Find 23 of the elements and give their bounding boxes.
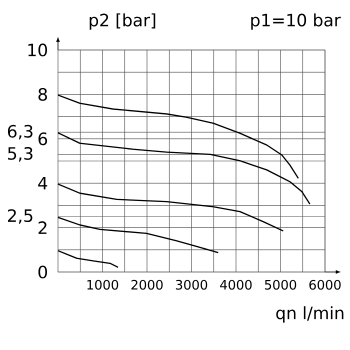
x-tick-label: 3000 (176, 280, 208, 290)
y-tick-label: 10 (28, 44, 48, 56)
line-series (57, 250, 119, 268)
line-series (57, 132, 311, 205)
line-series (57, 94, 299, 179)
y-tick-label: 4 (38, 177, 48, 190)
x-tick-label: 5000 (264, 280, 296, 290)
x-axis-title: qn l/min (276, 306, 344, 323)
x-tick-label: 1000 (87, 280, 118, 290)
y-tick-label: 0 (38, 266, 48, 278)
y-tick-label: 6 (38, 132, 48, 146)
y-tick-label: 2 (38, 221, 46, 234)
chart-title: p1=10 bar (251, 13, 341, 30)
x-tick-label: 4000 (220, 280, 252, 290)
ref-line-label: 6,3 (8, 124, 32, 140)
line-series (57, 183, 284, 232)
x-tick-label: 6000 (309, 280, 341, 290)
x-tick-label: 2000 (131, 280, 163, 290)
line-series (57, 216, 219, 254)
ref-line-label: 5,3 (8, 147, 32, 162)
y-tick-label: 8 (38, 88, 47, 101)
y-axis-title: p2 [bar] (90, 13, 156, 30)
ref-line-label: 2,5 (8, 209, 32, 224)
